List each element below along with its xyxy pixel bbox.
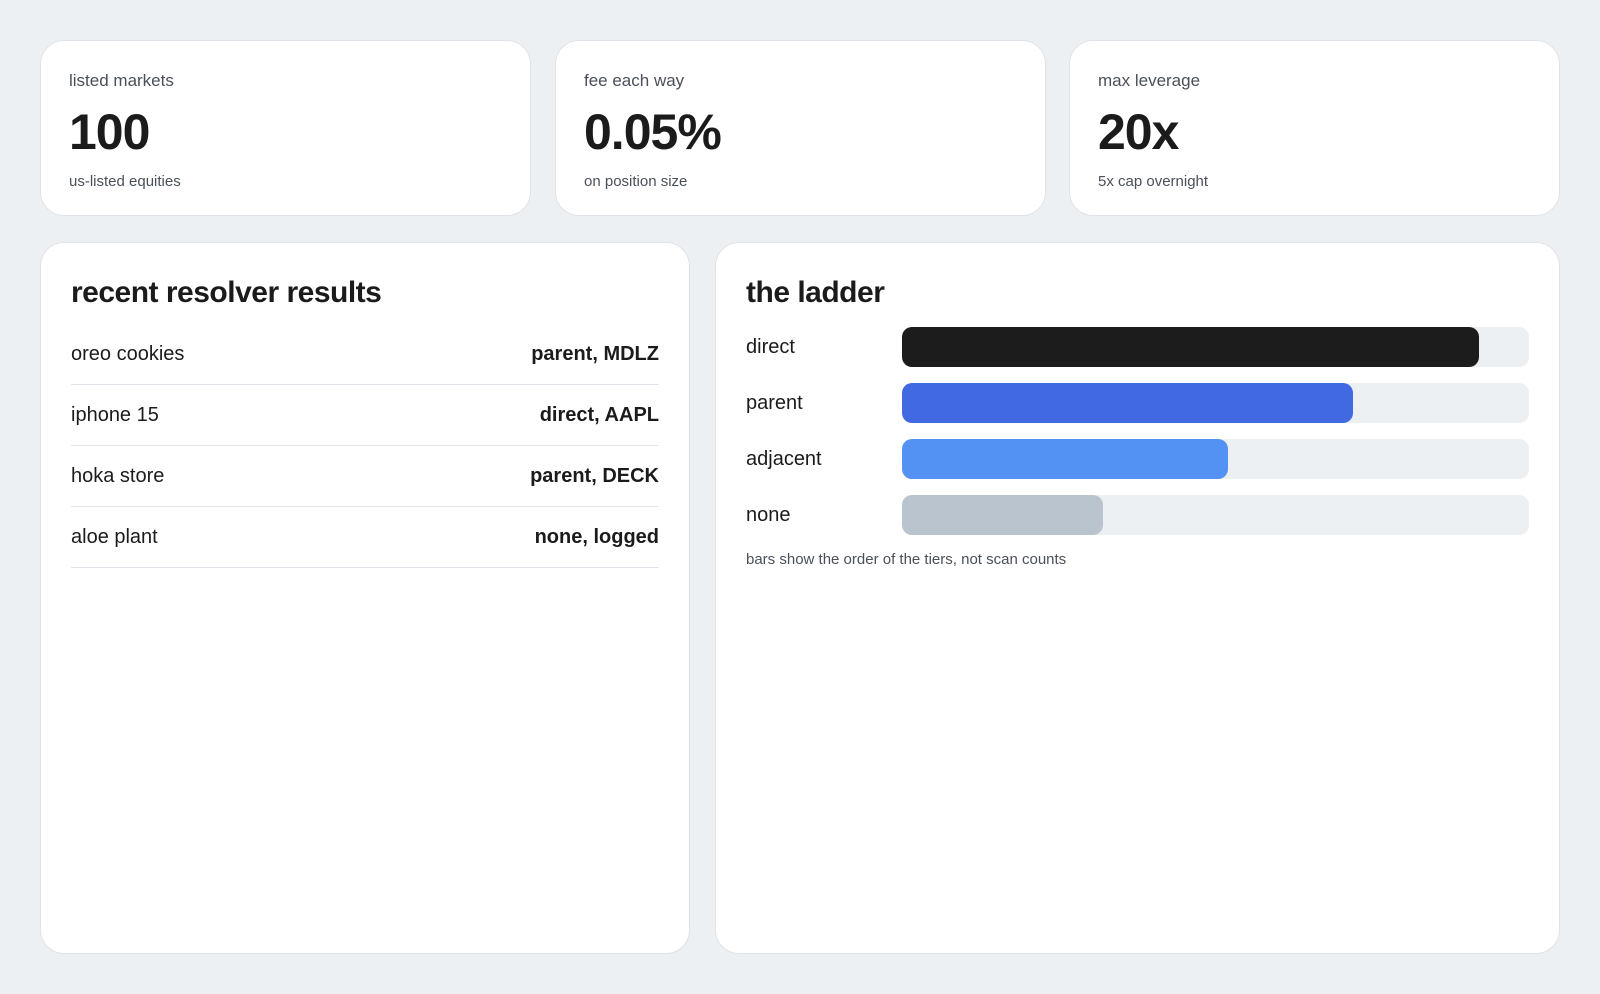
tier-track bbox=[902, 495, 1529, 535]
result-value: direct, AAPL bbox=[539, 403, 659, 426]
panel-title: the ladder bbox=[746, 276, 885, 309]
stat-label: listed markets bbox=[69, 71, 174, 90]
resolver-results-panel: recent resolver results oreo cookies par… bbox=[40, 242, 690, 954]
tier-bar-direct bbox=[902, 327, 1479, 367]
stat-card-fee: fee each way 0.05% on position size bbox=[555, 40, 1046, 216]
result-query: aloe plant bbox=[71, 525, 158, 548]
stat-card-max-leverage: max leverage 20x 5x cap overnight bbox=[1069, 40, 1560, 216]
tier-track bbox=[902, 439, 1529, 479]
tier-track bbox=[902, 383, 1529, 423]
tier-label: adjacent bbox=[746, 447, 822, 470]
tier-track bbox=[902, 327, 1529, 367]
ladder-row-adjacent: adjacent bbox=[746, 439, 1529, 479]
ladder-row-none: none bbox=[746, 495, 1529, 535]
result-value: parent, DECK bbox=[530, 464, 659, 487]
stat-label: fee each way bbox=[584, 71, 685, 90]
stat-label: max leverage bbox=[1098, 71, 1201, 90]
tier-label: none bbox=[746, 503, 791, 526]
stat-card-listed-markets: listed markets 100 us-listed equities bbox=[40, 40, 531, 216]
tier-bar-none bbox=[902, 495, 1103, 535]
stat-subtitle: us-listed equities bbox=[69, 173, 181, 190]
stat-subtitle: on position size bbox=[584, 173, 688, 190]
stat-subtitle: 5x cap overnight bbox=[1098, 173, 1209, 190]
result-value: parent, MDLZ bbox=[531, 342, 659, 365]
ladder-note: bars show the order of the tiers, not sc… bbox=[746, 551, 1067, 568]
stat-value: 20x bbox=[1098, 104, 1179, 160]
stat-value: 100 bbox=[69, 104, 150, 160]
result-value: none, logged bbox=[534, 525, 659, 548]
ladder-row-direct: direct bbox=[746, 327, 1529, 367]
result-query: hoka store bbox=[71, 464, 165, 487]
ladder-panel: the ladder direct parent adjacent none bbox=[715, 242, 1560, 954]
result-list: oreo cookies parent, MDLZ iphone 15 dire… bbox=[71, 324, 659, 568]
tier-bar-parent bbox=[902, 383, 1354, 423]
ladder-row-parent: parent bbox=[746, 383, 1529, 423]
stat-value: 0.05% bbox=[584, 104, 722, 160]
result-query: oreo cookies bbox=[71, 342, 185, 365]
ladder-rows: direct parent adjacent none bbox=[746, 327, 1529, 535]
result-row: hoka store parent, DECK bbox=[71, 446, 659, 507]
result-row: oreo cookies parent, MDLZ bbox=[71, 324, 659, 385]
result-row: aloe plant none, logged bbox=[71, 507, 659, 568]
tier-label: direct bbox=[746, 335, 795, 358]
result-query: iphone 15 bbox=[71, 403, 159, 426]
panel-title: recent resolver results bbox=[71, 276, 382, 309]
tier-label: parent bbox=[746, 391, 803, 414]
tier-bar-adjacent bbox=[902, 439, 1229, 479]
result-row: iphone 15 direct, AAPL bbox=[71, 385, 659, 446]
